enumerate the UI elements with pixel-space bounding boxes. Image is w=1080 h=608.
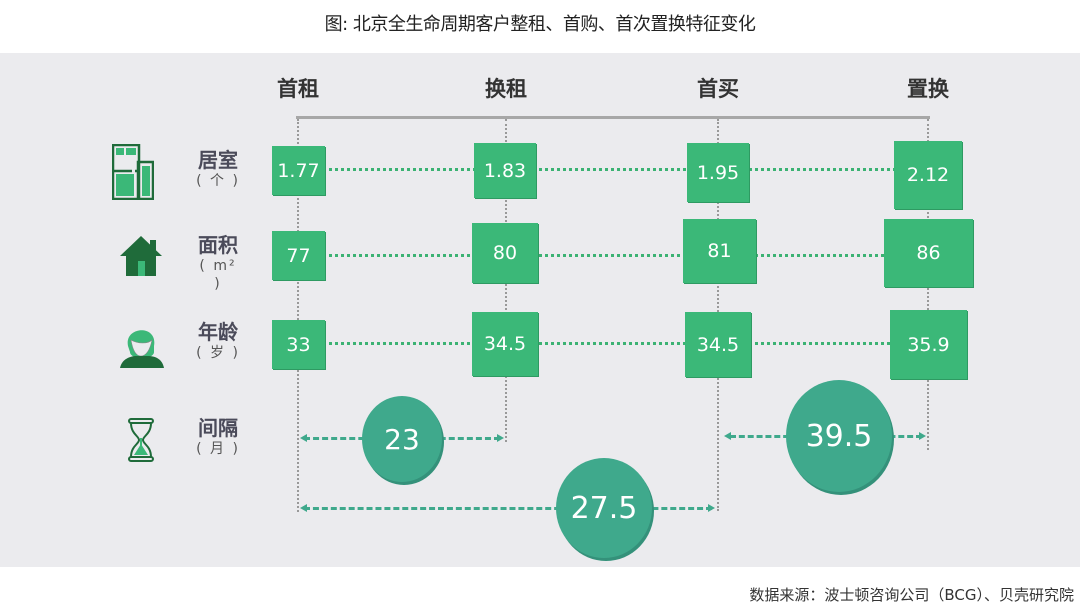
chart-title: 图: 北京全生命周期客户整租、首购、首次置换特征变化 [324,14,756,35]
value-box-rooms-change-rent: 1.83 [474,143,536,198]
stage-label-change-rent: 换租 [485,77,527,101]
value-box-rooms-first-buy: 1.95 [687,143,749,202]
stage-label-first-rent: 首租 [277,77,319,101]
stage-label-first-buy: 首买 [697,77,739,101]
arrowhead-left-icon [300,434,307,442]
interval-circle-27-5: 27.5 [556,458,652,558]
value-box-area-first-buy: 81 [683,219,756,283]
row-label-rooms: 居室 ( 个 ) [193,148,243,190]
arrowhead-right-icon [919,432,926,440]
interval-arrow-first-rent-to-first-buy [304,507,712,510]
arrowhead-right-icon [708,504,715,512]
floorplan-icon [111,143,155,204]
row-connector-rooms [322,168,902,171]
row-label-age-text: 年龄 [198,320,238,344]
person-icon [118,320,166,374]
row-label-rooms-text: 居室 [198,148,238,172]
row-label-interval-unit: ( 月 ) [196,441,240,457]
value-box-age-first-buy: 34.5 [685,312,751,377]
value-box-age-first-rent: 33 [272,320,325,369]
value-box-age-replace: 35.9 [890,310,967,379]
value-box-area-replace: 86 [884,219,973,287]
value-box-area-change-rent: 80 [472,223,538,283]
row-label-area: 面积 ( m² ) [193,233,243,293]
row-connector-area [322,254,892,257]
interval-circle-39-5: 39.5 [786,380,892,492]
house-icon [119,234,163,282]
stage-label-replace: 置换 [907,77,949,101]
data-source: 数据来源：波士顿咨询公司（BCG）、贝壳研究院 [749,586,1074,604]
arrowhead-left-icon [300,504,307,512]
value-box-rooms-replace: 2.12 [894,141,962,209]
arrowhead-right-icon [497,434,504,442]
row-label-area-text: 面积 [198,233,238,257]
value-box-rooms-first-rent: 1.77 [272,146,325,195]
interval-circle-23: 23 [362,396,442,482]
row-connector-age [322,342,897,345]
arrowhead-left-icon [724,432,731,440]
row-label-interval-text: 间隔 [198,416,238,440]
row-label-interval: 间隔 ( 月 ) [193,416,243,458]
vline-first-rent [297,119,299,512]
row-label-rooms-unit: ( 个 ) [196,173,240,189]
row-label-area-unit: ( m² ) [199,258,237,292]
row-label-age-unit: ( 岁 ) [196,345,240,361]
row-label-age: 年龄 ( 岁 ) [193,320,243,362]
timeline-bar [296,116,930,119]
value-box-age-change-rent: 34.5 [472,312,538,376]
value-box-area-first-rent: 77 [272,231,325,280]
hourglass-icon [126,418,156,466]
